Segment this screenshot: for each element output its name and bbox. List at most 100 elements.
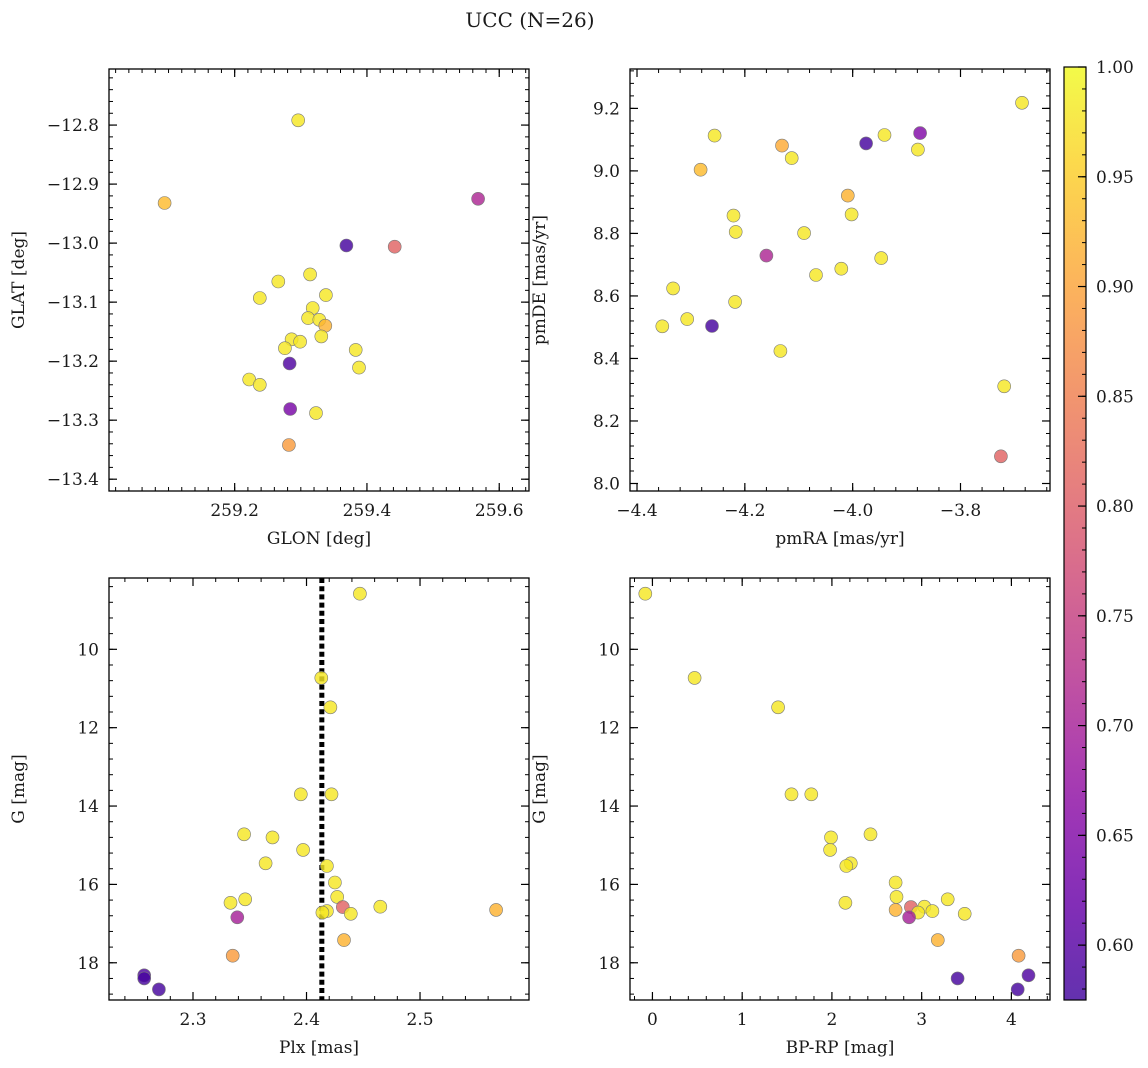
colorbar-tick-label: 1.00 <box>1096 58 1134 78</box>
data-point <box>337 933 351 947</box>
data-point <box>680 312 695 326</box>
y-axis-label: G [mag] <box>9 754 29 823</box>
x-tick-label: 259.2 <box>210 501 259 521</box>
data-point <box>237 827 251 842</box>
data-point <box>328 875 342 890</box>
data-point <box>265 830 280 845</box>
y-tick-label: 9.2 <box>593 99 620 119</box>
axes-frame <box>108 577 530 1001</box>
y-tick-label: 8.2 <box>593 412 620 432</box>
data-point <box>296 843 310 857</box>
data-point <box>291 113 306 128</box>
y-tick-label: 8.8 <box>593 224 620 244</box>
x-tick-label: 1 <box>737 1010 748 1030</box>
x-tick-label: 0 <box>647 1010 658 1030</box>
data-point <box>271 274 286 289</box>
data-point <box>728 225 743 239</box>
data-point <box>323 700 338 715</box>
colorbar-tick-label: 0.70 <box>1096 717 1134 737</box>
data-point <box>283 402 298 416</box>
data-point <box>343 906 358 921</box>
data-point <box>997 379 1012 394</box>
data-point <box>863 827 878 842</box>
data-point <box>844 207 859 222</box>
colorbar-tick-label: 0.90 <box>1096 278 1134 298</box>
x-tick-label: −4.4 <box>616 501 657 521</box>
y-tick-label: −13.1 <box>47 293 99 313</box>
data-point <box>889 890 904 904</box>
x-axis-label: GLON [deg] <box>267 529 371 549</box>
y-tick-label: 16 <box>77 875 99 895</box>
data-point <box>152 982 166 997</box>
y-tick-label: −12.8 <box>47 116 99 136</box>
data-point <box>315 905 330 920</box>
axes-frame <box>629 577 1051 1001</box>
data-point <box>804 787 819 802</box>
y-axis-label: pmDE [mas/yr] <box>530 215 550 345</box>
colorbar-tick-label: 0.60 <box>1096 936 1134 956</box>
data-point <box>278 341 292 356</box>
data-point <box>252 377 267 392</box>
data-point <box>957 906 972 921</box>
colorbar-frame <box>1063 66 1087 1001</box>
colorbar-tick-label: 0.65 <box>1096 826 1134 846</box>
y-tick-label: 8.6 <box>593 287 620 307</box>
data-point <box>707 128 722 143</box>
panel-plx-g: 2.3 2.4 2.5 10 12 14 16 18 Plx [mas] G [mag] <box>9 577 530 1058</box>
x-tick-label: −4.0 <box>832 501 873 521</box>
y-tick-label: 14 <box>77 797 99 817</box>
data-point <box>258 856 273 871</box>
data-point <box>223 895 238 910</box>
axes-frame <box>629 68 1051 492</box>
x-tick-label: 259.6 <box>475 501 524 521</box>
data-point <box>930 933 945 947</box>
data-point <box>911 142 925 157</box>
data-point <box>705 319 719 333</box>
data-point <box>238 892 252 907</box>
data-point <box>950 971 965 986</box>
data-point <box>728 295 742 309</box>
data-point <box>940 892 955 907</box>
colorbar-gradient <box>1064 67 1086 1000</box>
y-tick-label: −13.0 <box>47 234 99 254</box>
data-point <box>282 356 297 371</box>
x-tick-label: 2.3 <box>179 1010 206 1030</box>
axes-frame <box>108 68 530 492</box>
x-axis-label: pmRA [mas/yr] <box>775 529 904 549</box>
y-tick-label: 18 <box>77 954 99 974</box>
colorbar-tick-label: 0.80 <box>1096 497 1134 517</box>
data-point <box>913 126 927 140</box>
data-point <box>888 903 903 917</box>
data-point <box>293 334 307 349</box>
data-point <box>373 899 388 914</box>
x-tick-label: 2.4 <box>293 1010 320 1030</box>
data-point <box>771 700 785 715</box>
y-axis-label: G [mag] <box>530 754 550 823</box>
x-tick-label: 2 <box>827 1010 838 1030</box>
data-point <box>638 586 653 601</box>
data-point <box>252 291 267 305</box>
data-point <box>339 238 354 253</box>
data-point <box>902 910 916 925</box>
data-point <box>489 903 503 917</box>
data-point <box>773 344 788 358</box>
colorbar-tick-label: 0.95 <box>1096 168 1134 188</box>
data-point <box>1015 96 1029 110</box>
panel-glon-glat: 259.2 259.4 259.6 −13.4 −13.3 −13.2 −13.1 −13.0… <box>9 68 530 549</box>
data-point <box>352 360 366 375</box>
data-point <box>137 971 151 986</box>
data-point <box>687 671 702 685</box>
data-point <box>839 859 854 873</box>
data-point <box>324 787 339 802</box>
y-tick-label: 12 <box>598 719 620 739</box>
data-point <box>759 248 774 263</box>
y-tick-label: 12 <box>77 719 99 739</box>
x-axis-label: Plx [mas] <box>279 1038 359 1058</box>
x-axis-label: BP-RP [mag] <box>786 1038 895 1058</box>
data-point <box>784 151 799 165</box>
data-point <box>784 787 799 802</box>
panel-pmra-pmde: −4.4 −4.2 −4.0 −3.8 8.0 8.2 8.4 8.6 8.8 9.0 9.2 pmR… <box>530 68 1051 549</box>
data-point <box>230 910 245 925</box>
colorbar: 0.60 0.65 0.70 0.75 0.80 0.85 0.90 0.95 1.00 <box>1063 58 1134 1001</box>
